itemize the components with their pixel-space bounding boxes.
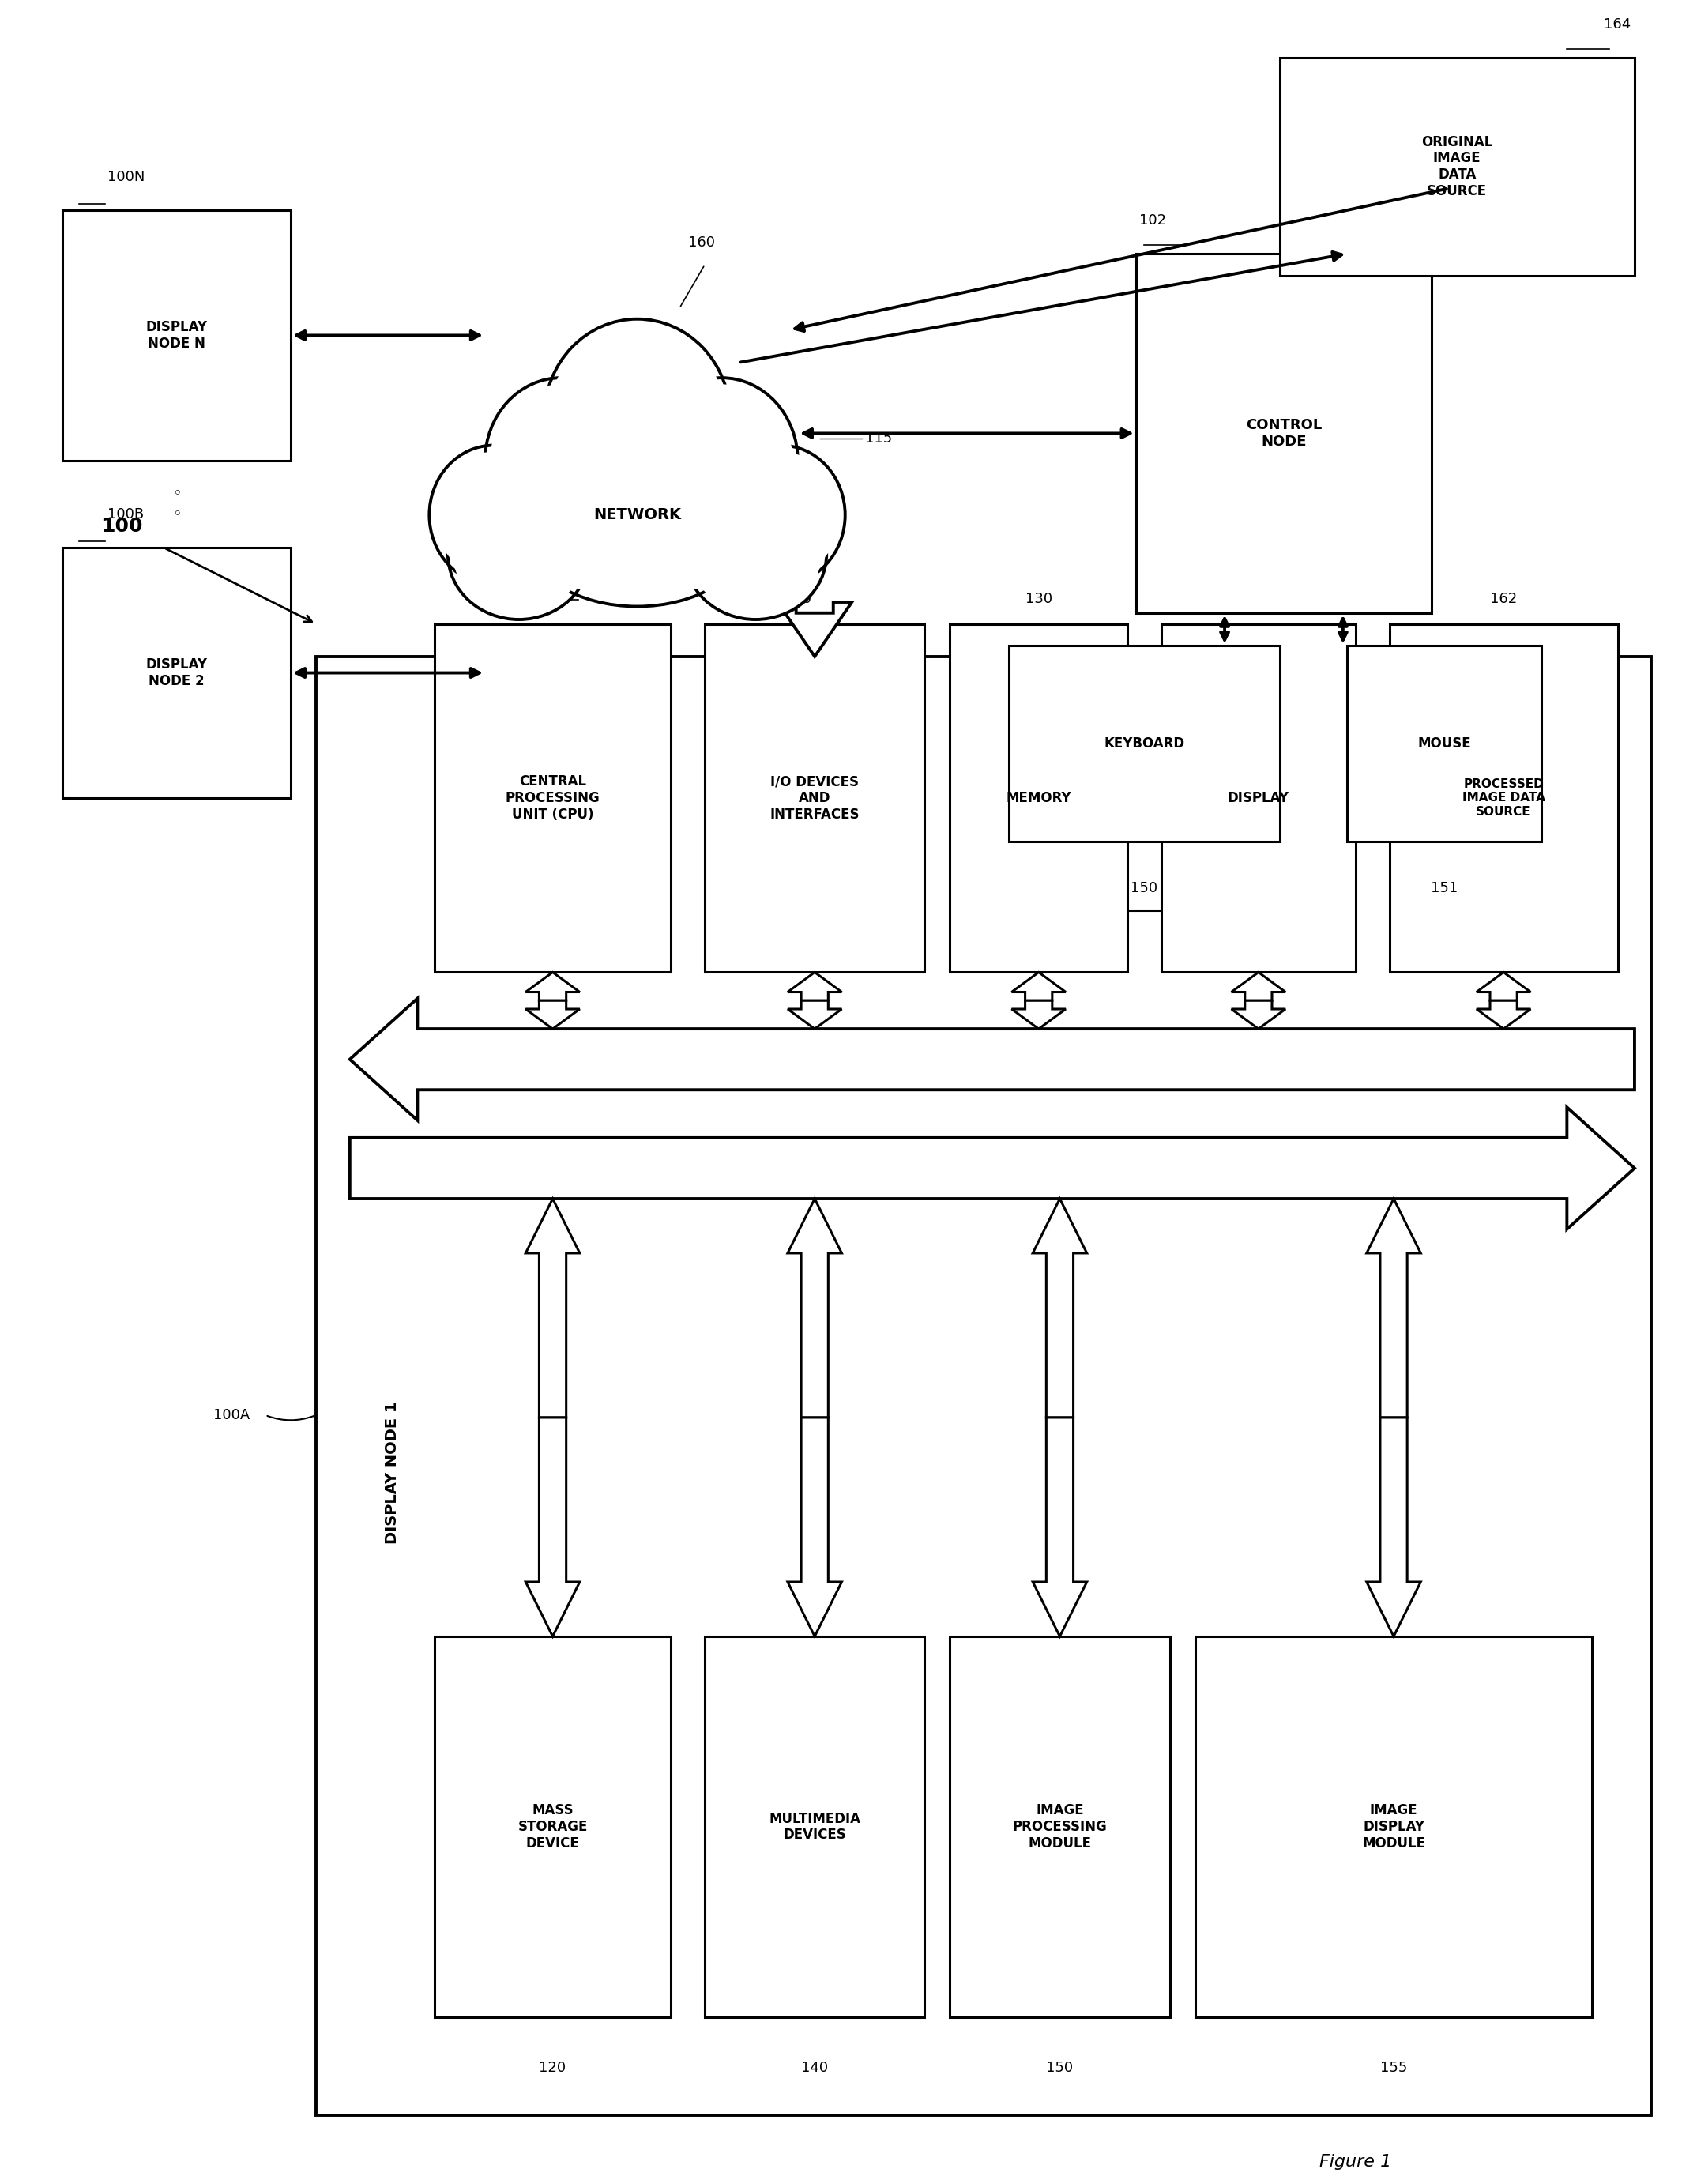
Text: 100N: 100N	[107, 170, 144, 183]
Ellipse shape	[645, 378, 798, 544]
Text: Figure 1: Figure 1	[1320, 2153, 1392, 2171]
FancyArrow shape	[1011, 972, 1066, 1000]
FancyBboxPatch shape	[1010, 646, 1280, 841]
FancyArrow shape	[1476, 1000, 1531, 1029]
Text: 120: 120	[540, 2062, 567, 2075]
Ellipse shape	[689, 496, 821, 614]
Text: 155: 155	[1380, 2062, 1407, 2075]
Text: MOUSE: MOUSE	[1417, 736, 1471, 751]
FancyArrow shape	[350, 998, 1634, 1120]
FancyArrow shape	[1232, 972, 1285, 1000]
Text: 130: 130	[1025, 592, 1052, 607]
Text: 166: 166	[1246, 592, 1273, 607]
FancyBboxPatch shape	[704, 625, 925, 972]
Ellipse shape	[592, 413, 767, 574]
FancyArrow shape	[526, 1417, 580, 1636]
Text: 100: 100	[100, 515, 143, 535]
Text: PROCESSED
IMAGE DATA
SOURCE: PROCESSED IMAGE DATA SOURCE	[1463, 778, 1544, 817]
Text: 160: 160	[687, 236, 714, 249]
Text: ◦
◦: ◦ ◦	[171, 487, 182, 522]
Ellipse shape	[507, 413, 682, 574]
Ellipse shape	[684, 489, 826, 620]
FancyBboxPatch shape	[1135, 253, 1432, 614]
FancyBboxPatch shape	[1161, 625, 1356, 972]
FancyArrow shape	[1033, 1417, 1086, 1636]
Ellipse shape	[490, 384, 631, 537]
FancyBboxPatch shape	[63, 548, 290, 797]
Text: IMAGE
PROCESSING
MODULE: IMAGE PROCESSING MODULE	[1013, 1804, 1106, 1850]
Ellipse shape	[716, 446, 845, 585]
Text: 110: 110	[784, 592, 811, 607]
Ellipse shape	[448, 489, 591, 620]
Text: DISPLAY
NODE 2: DISPLAY NODE 2	[146, 657, 207, 688]
Ellipse shape	[533, 474, 742, 601]
FancyArrow shape	[777, 603, 852, 657]
Text: KEYBOARD: KEYBOARD	[1105, 736, 1185, 751]
FancyBboxPatch shape	[434, 625, 670, 972]
FancyBboxPatch shape	[1390, 625, 1617, 972]
Ellipse shape	[502, 406, 687, 581]
FancyBboxPatch shape	[316, 657, 1651, 2116]
FancyBboxPatch shape	[1347, 646, 1541, 841]
Text: ORIGINAL
IMAGE
DATA
SOURCE: ORIGINAL IMAGE DATA SOURCE	[1422, 135, 1493, 199]
FancyArrow shape	[787, 1000, 842, 1029]
FancyArrow shape	[526, 972, 580, 1000]
Text: 164: 164	[1604, 17, 1631, 31]
FancyArrow shape	[526, 1199, 580, 1417]
Text: MASS
STORAGE
DEVICE: MASS STORAGE DEVICE	[518, 1804, 587, 1850]
FancyBboxPatch shape	[63, 210, 290, 461]
Ellipse shape	[550, 325, 725, 509]
Text: NETWORK: NETWORK	[594, 507, 680, 522]
Text: 105: 105	[523, 592, 550, 607]
FancyBboxPatch shape	[434, 1636, 670, 2018]
Text: 100B: 100B	[107, 507, 144, 522]
Text: 100A: 100A	[214, 1409, 249, 1422]
FancyArrow shape	[787, 972, 842, 1000]
Text: 140: 140	[801, 2062, 828, 2075]
Ellipse shape	[485, 378, 636, 544]
Text: DISPLAY: DISPLAY	[1227, 791, 1290, 806]
Text: IMAGE
DISPLAY
MODULE: IMAGE DISPLAY MODULE	[1363, 1804, 1425, 1850]
FancyBboxPatch shape	[950, 1636, 1169, 2018]
Text: MEMORY: MEMORY	[1006, 791, 1071, 806]
Text: 150: 150	[1047, 2062, 1073, 2075]
Ellipse shape	[453, 496, 585, 614]
Text: 151: 151	[1431, 880, 1458, 895]
Text: MULTIMEDIA
DEVICES: MULTIMEDIA DEVICES	[769, 1811, 860, 1843]
FancyArrow shape	[526, 1000, 580, 1029]
Ellipse shape	[528, 467, 747, 607]
FancyBboxPatch shape	[950, 625, 1127, 972]
Text: DISPLAY
NODE N: DISPLAY NODE N	[146, 321, 207, 352]
FancyBboxPatch shape	[1280, 57, 1634, 275]
Ellipse shape	[587, 406, 772, 581]
Text: CONTROL
NODE: CONTROL NODE	[1246, 417, 1322, 448]
Ellipse shape	[429, 446, 558, 585]
FancyArrow shape	[1232, 1000, 1285, 1029]
Text: 162: 162	[1490, 592, 1517, 607]
FancyBboxPatch shape	[1195, 1636, 1592, 2018]
Ellipse shape	[434, 452, 553, 579]
FancyArrow shape	[350, 1107, 1634, 1230]
FancyArrow shape	[787, 1417, 842, 1636]
Text: I/O DEVICES
AND
INTERFACES: I/O DEVICES AND INTERFACES	[770, 775, 859, 821]
FancyArrow shape	[1476, 972, 1531, 1000]
FancyArrow shape	[1366, 1417, 1420, 1636]
Text: 102: 102	[1139, 214, 1166, 227]
Ellipse shape	[721, 452, 840, 579]
Text: CENTRAL
PROCESSING
UNIT (CPU): CENTRAL PROCESSING UNIT (CPU)	[506, 775, 601, 821]
FancyArrow shape	[787, 1199, 842, 1417]
FancyArrow shape	[1366, 1199, 1420, 1417]
Text: 150: 150	[1130, 880, 1157, 895]
Text: 115: 115	[865, 432, 893, 446]
FancyArrow shape	[1033, 1199, 1086, 1417]
Text: DISPLAY NODE 1: DISPLAY NODE 1	[385, 1402, 399, 1544]
Ellipse shape	[650, 384, 792, 537]
Ellipse shape	[545, 319, 730, 515]
FancyBboxPatch shape	[704, 1636, 925, 2018]
FancyArrow shape	[1011, 1000, 1066, 1029]
